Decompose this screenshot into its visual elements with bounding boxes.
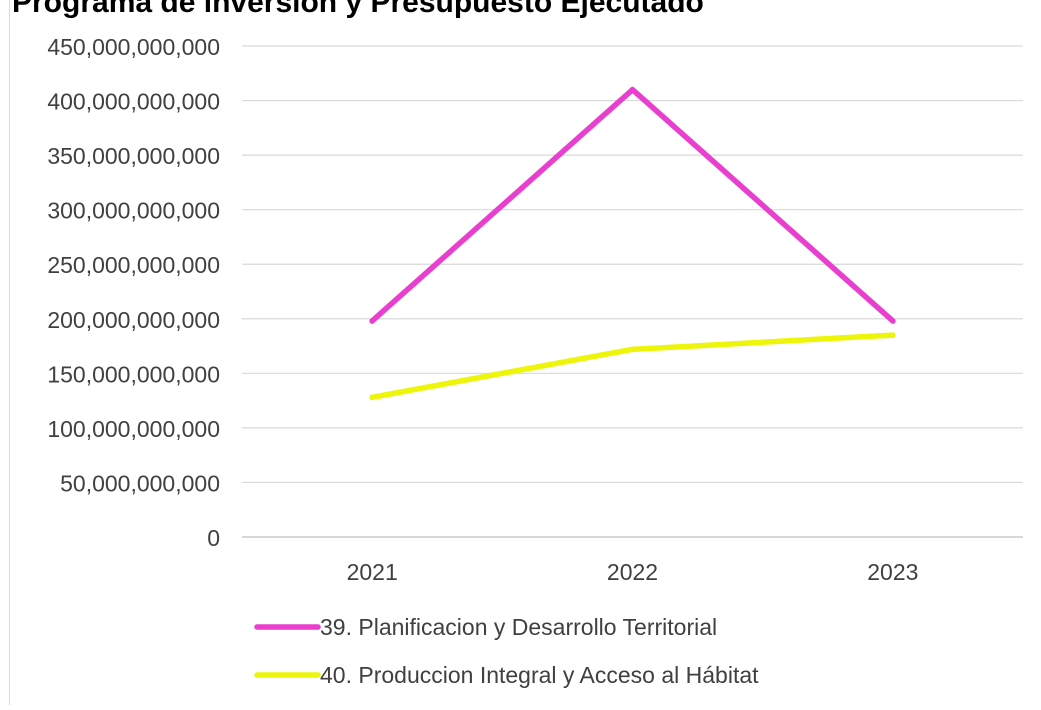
legend-label: 40. Produccion Integral y Acceso al Hábi… <box>320 662 759 688</box>
data-point <box>890 332 896 338</box>
data-point <box>629 346 636 353</box>
y-tick-label: 450,000,000,000 <box>47 34 220 60</box>
series-line <box>369 86 896 324</box>
data-point <box>369 318 375 324</box>
y-tick-label: 250,000,000,000 <box>47 252 220 278</box>
y-tick-label: 150,000,000,000 <box>47 361 220 387</box>
legend-label: 39. Planificacion y Desarrollo Territori… <box>320 614 717 640</box>
grid-lines <box>242 45 1023 538</box>
y-tick-label: 0 <box>207 525 220 551</box>
y-tick-label: 400,000,000,000 <box>47 89 220 115</box>
legend: 39. Planificacion y Desarrollo Territori… <box>254 614 759 688</box>
y-tick-label: 350,000,000,000 <box>47 143 220 169</box>
x-tick-label: 2021 <box>347 559 398 585</box>
series-line <box>369 332 896 401</box>
y-tick-label: 100,000,000,000 <box>47 416 220 442</box>
data-point <box>890 318 896 324</box>
chart-title-clipped: Programa de inversión y Presupuesto Ejec… <box>12 0 704 19</box>
x-tick-label: 2022 <box>607 559 658 585</box>
data-point <box>369 394 375 401</box>
x-axis-tick-labels: 2021 2022 2023 <box>347 559 919 585</box>
y-axis-tick-labels: 0 50,000,000,000 100,000,000,000 150,000,00… <box>47 34 220 551</box>
y-tick-label: 200,000,000,000 <box>47 307 220 333</box>
left-frame-border <box>9 0 10 705</box>
series-lines <box>369 86 896 401</box>
data-point <box>629 86 636 93</box>
x-tick-label: 2023 <box>867 559 918 585</box>
y-tick-label: 300,000,000,000 <box>47 198 220 224</box>
y-tick-label: 50,000,000,000 <box>60 470 220 496</box>
